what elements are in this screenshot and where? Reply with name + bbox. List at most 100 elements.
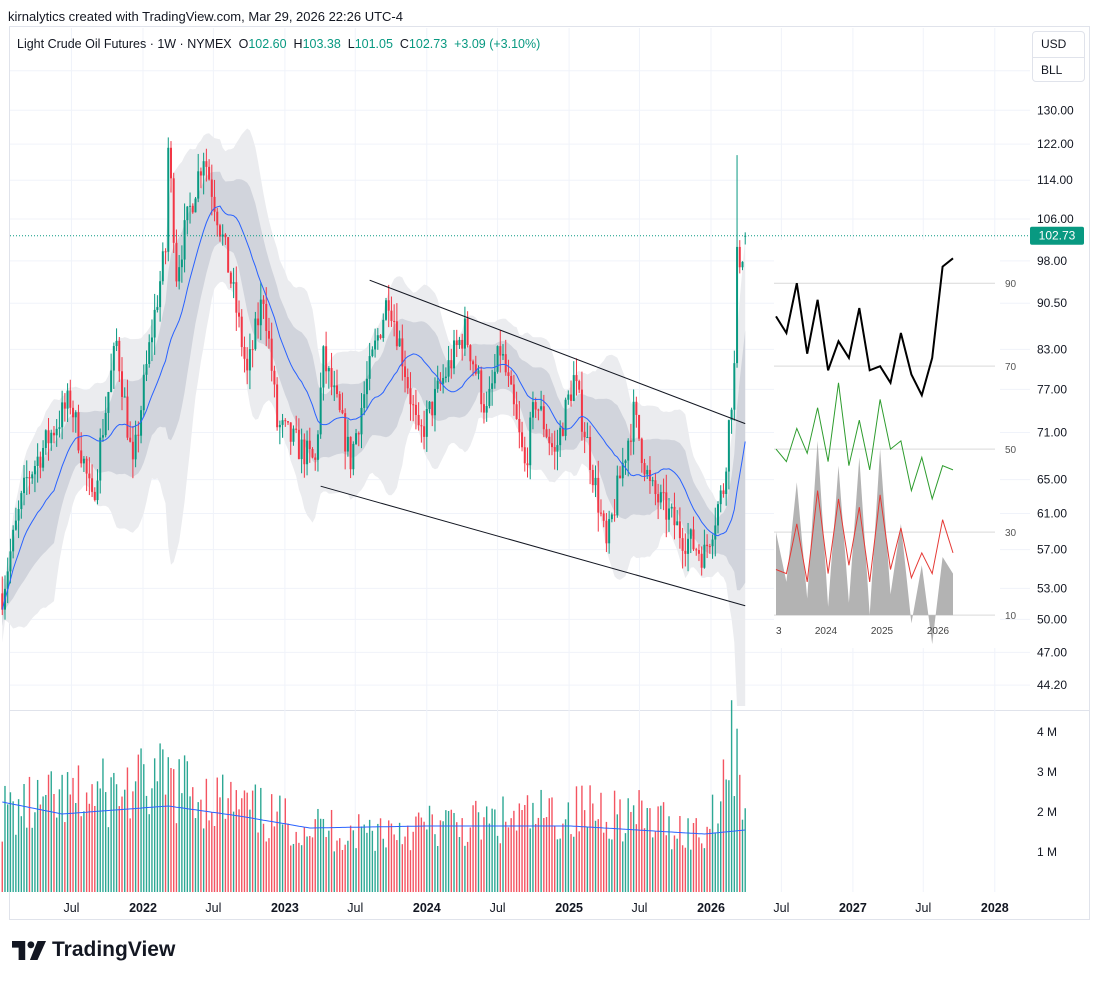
candle-body [676, 521, 679, 526]
volume-bar [45, 794, 47, 892]
volume-bar [616, 814, 619, 892]
volume-bar [153, 758, 156, 892]
price-tick-label: 83.00 [1037, 342, 1067, 356]
candle-body [292, 428, 295, 442]
candle-body [428, 401, 431, 410]
volume-bar [714, 833, 716, 892]
candle-body [474, 364, 477, 374]
volume-bar [690, 849, 692, 892]
candle-body [374, 340, 377, 350]
overlay-tick-label: 10 [1005, 611, 1017, 622]
volume-bar [439, 820, 442, 892]
candle-body [499, 346, 502, 356]
candle-body [654, 480, 657, 495]
candle-body [510, 375, 513, 385]
close-value: 102.73 [408, 37, 448, 51]
volume-bar [66, 772, 69, 892]
candle-body [164, 251, 167, 253]
candle-body [616, 475, 619, 516]
price-axis: 140.00130.00122.00114.00106.0098.0090.50… [1037, 64, 1074, 692]
candle-body [33, 465, 36, 475]
candle-body [659, 492, 662, 503]
volume-bar [611, 839, 613, 892]
price-tick-label: 130.00 [1037, 103, 1074, 117]
volume-bar [687, 818, 689, 892]
volume-bar [453, 812, 455, 892]
overlay-x-label: 2024 [815, 626, 838, 637]
candle-body [161, 251, 164, 282]
volume-bar [55, 817, 58, 892]
volume-bar [39, 804, 42, 892]
brand-name: TradingView [52, 938, 176, 961]
candle-body [210, 179, 213, 197]
candle-body [515, 404, 518, 419]
last-price-badge-text: 102.73 [1039, 229, 1076, 243]
volume-bar [499, 843, 501, 892]
candle-body [150, 337, 153, 343]
candle-body [502, 354, 505, 356]
volume-bar [502, 796, 504, 892]
candle-body [420, 425, 423, 427]
price-tick-label: 114.00 [1037, 173, 1073, 187]
candle-body [390, 310, 393, 321]
candle-body [6, 571, 9, 589]
candle-body [594, 477, 597, 486]
candle-body [537, 409, 540, 411]
channel-trendline [369, 279, 746, 425]
candle-body [300, 439, 303, 460]
volume-bar [159, 743, 161, 892]
candle-body [436, 380, 439, 389]
volume-bar [382, 838, 384, 892]
candle-body [736, 246, 739, 364]
last-price-badge [1030, 226, 1084, 245]
currency-option[interactable]: USD [1041, 37, 1067, 51]
candle-body [665, 492, 668, 520]
tradingview-logo[interactable]: TradingView [12, 938, 175, 962]
volume-bar [360, 826, 363, 892]
candle-body [463, 318, 466, 349]
volume-bar [322, 818, 325, 892]
candle-body [58, 427, 61, 429]
candle-body [238, 312, 241, 317]
volume-bar [488, 823, 491, 892]
volume-bar [515, 830, 518, 892]
candle-body [379, 335, 382, 339]
volume-bar [279, 795, 281, 892]
volume-bar [235, 790, 238, 892]
candle-body [333, 385, 336, 388]
volume-bar [129, 818, 131, 892]
candle-body [365, 378, 368, 395]
unit-option[interactable]: BLL [1033, 57, 1084, 83]
volume-bar [118, 806, 120, 892]
candle-body [401, 338, 404, 367]
candle-body [341, 410, 344, 414]
candle-body [330, 368, 333, 388]
volume-bar [545, 817, 548, 892]
volume-bar [551, 797, 553, 892]
unit-selector[interactable]: USD BLL [1032, 31, 1085, 82]
volume-bar [134, 781, 137, 892]
volume-bar [325, 836, 327, 892]
volume-bar [262, 823, 265, 892]
candle-body [140, 410, 143, 436]
candle-body [216, 211, 219, 226]
volume-bar [398, 822, 401, 892]
attribution-text: kirnalytics created with TradingView.com… [8, 9, 403, 24]
volume-bar [341, 849, 344, 892]
volume-bar [673, 835, 676, 892]
candle-body [507, 372, 510, 376]
volume-bar [662, 802, 665, 892]
volume-bar [491, 808, 493, 892]
volume-bar [50, 771, 52, 892]
volume-bar [287, 823, 289, 892]
candle-body [602, 513, 605, 521]
candle-body [496, 346, 499, 372]
candle-body [355, 433, 358, 444]
candle-body [730, 409, 733, 421]
volume-bar [183, 755, 186, 892]
volume-bar [447, 810, 450, 892]
tradingview-icon [12, 940, 46, 960]
candle-body [235, 282, 238, 313]
volume-bar [521, 810, 523, 892]
